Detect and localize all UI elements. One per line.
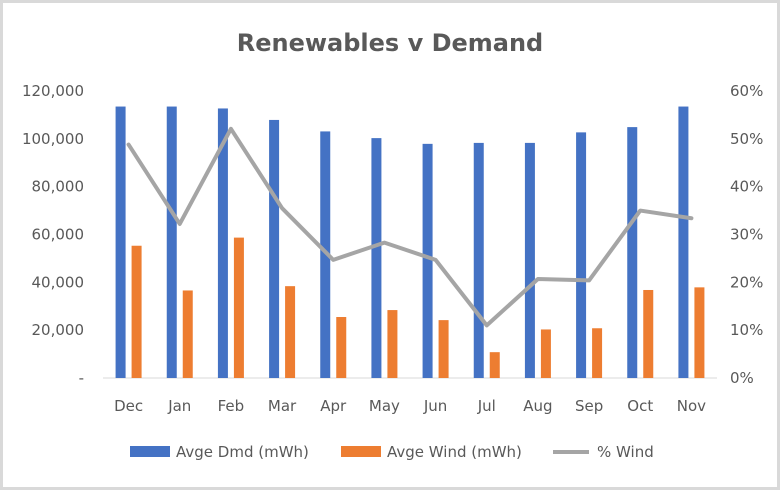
y-right-tick-label: 20%	[730, 273, 763, 291]
y-right-tick-label: 50%	[730, 130, 763, 148]
wind-bar	[131, 245, 142, 378]
demand-bar	[524, 142, 535, 378]
x-tick-label: Jul	[477, 397, 496, 415]
x-tick-label: Sep	[575, 397, 603, 415]
wind-bar	[182, 290, 193, 378]
x-axis-ticks: Dec Jan Feb Mar Apr May Jun Jul Aug Sep Oct Nov	[114, 397, 706, 415]
y-right-tick-label: 40%	[730, 178, 763, 196]
wind-percent-line	[126, 126, 694, 328]
y-left-tick-label: -	[79, 369, 84, 387]
demand-bar	[115, 106, 126, 378]
demand-bar	[422, 143, 433, 378]
wind-bar	[233, 237, 244, 378]
y-right-tick-label: 0%	[730, 369, 754, 387]
y-left-tick-label: 40,000	[32, 273, 85, 291]
x-tick-label: Oct	[627, 397, 653, 415]
demand-bar	[166, 106, 177, 378]
demand-bar	[320, 131, 331, 378]
legend-label: Avge Dmd (mWh)	[176, 443, 309, 461]
wind-bar	[643, 289, 654, 378]
x-tick-label: Aug	[523, 397, 552, 415]
demand-bar	[678, 106, 689, 378]
y-right-tick-label: 30%	[730, 226, 763, 244]
y-left-tick-label: 20,000	[32, 321, 85, 339]
demand-bar	[269, 119, 280, 379]
wind-bar	[489, 352, 500, 378]
y-left-tick-label: 60,000	[32, 226, 85, 244]
line-series	[126, 126, 694, 328]
demand-bar	[473, 142, 484, 378]
x-tick-label: May	[369, 397, 400, 415]
legend-label: Avge Wind (mWh)	[387, 443, 522, 461]
demand-bar	[371, 138, 382, 378]
y-left-tick-label: 100,000	[22, 130, 84, 148]
left-axis-ticks: - 20,000 40,000 60,000 80,000 100,000 120,000	[22, 82, 84, 387]
wind-bar	[592, 328, 603, 378]
demand-bar	[217, 108, 228, 378]
wind-bar	[336, 317, 347, 378]
y-left-tick-label: 80,000	[32, 178, 85, 196]
legend: Avge Dmd (mWh) Avge Wind (mWh) % Wind	[130, 443, 654, 461]
x-tick-label: Apr	[320, 397, 347, 415]
chart-title: Renewables v Demand	[237, 29, 543, 57]
x-tick-label: Jan	[167, 397, 191, 415]
wind-bar	[694, 287, 705, 378]
wind-bar	[387, 310, 398, 378]
x-tick-label: Mar	[268, 397, 297, 415]
y-right-tick-label: 60%	[730, 82, 763, 100]
legend-swatch	[130, 446, 170, 457]
legend-swatch	[341, 446, 381, 457]
wind-bar	[540, 329, 551, 378]
wind-bar	[285, 286, 296, 378]
x-tick-label: Feb	[218, 397, 245, 415]
x-tick-label: Dec	[114, 397, 143, 415]
y-left-tick-label: 120,000	[22, 82, 84, 100]
bar-series	[115, 106, 705, 379]
x-tick-label: Jun	[423, 397, 447, 415]
demand-bar	[576, 132, 587, 378]
y-right-tick-label: 10%	[730, 321, 763, 339]
x-tick-label: Nov	[677, 397, 706, 415]
right-axis-ticks: 0% 10% 20% 30% 40% 50% 60%	[730, 82, 763, 387]
legend-label: % Wind	[597, 443, 654, 461]
wind-bar	[438, 320, 449, 378]
demand-bar	[627, 127, 638, 378]
